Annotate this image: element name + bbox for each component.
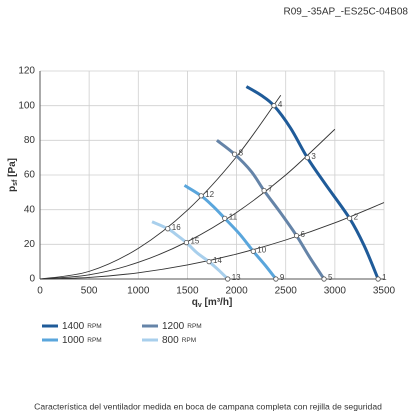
legend-label: 1200 RPM	[162, 321, 202, 332]
operating-point	[232, 151, 238, 157]
legend-unit: RPM	[87, 323, 101, 330]
y-tick-label: 100	[18, 100, 35, 111]
x-tick-label: 1500	[176, 286, 199, 297]
operating-point	[206, 259, 212, 265]
point-label: 6	[301, 230, 306, 239]
point-label: 4	[278, 100, 283, 109]
operating-point	[183, 240, 190, 246]
operating-point	[261, 188, 267, 194]
operating-point	[273, 276, 279, 282]
x-tick-label: 1000	[127, 286, 150, 297]
x-tick-label: 2500	[275, 286, 298, 297]
legend-name: 1400	[62, 321, 85, 332]
caption: Característica del ventilador medida en …	[34, 401, 382, 411]
point-label: 12	[205, 190, 214, 199]
point-label: 3	[311, 152, 316, 161]
legend-label: 1000 RPM	[62, 335, 102, 346]
x-tick-label: 3000	[324, 286, 347, 297]
point-label: 13	[232, 273, 241, 282]
y-tick-label: 0	[29, 274, 35, 285]
operating-point	[304, 155, 310, 161]
operating-point	[165, 226, 171, 232]
y-subscript: sf	[12, 179, 19, 186]
y-unit: [Pa]	[7, 158, 18, 177]
operating-point	[271, 103, 277, 109]
point-label: 5	[328, 273, 333, 282]
operating-point	[222, 215, 228, 221]
point-label: 14	[213, 256, 222, 265]
y-tick-label: 60	[24, 170, 36, 181]
y-tick-label: 120	[18, 66, 35, 77]
point-label: 15	[190, 237, 199, 246]
legend-name: 1000	[62, 335, 85, 346]
x-subscript: v	[198, 302, 202, 309]
operating-point	[225, 276, 231, 282]
operating-point	[293, 233, 300, 239]
legend-label: 1400 RPM	[62, 321, 102, 332]
legend-unit: RPM	[182, 337, 196, 344]
y-symbol: p	[7, 186, 18, 192]
system-curve	[39, 95, 282, 280]
legend-label: 800 RPM	[162, 335, 196, 346]
point-label: 8	[239, 148, 244, 157]
operating-point	[198, 193, 204, 199]
x-tick-label: 3500	[373, 286, 396, 297]
x-tick-label: 0	[37, 286, 43, 297]
point-label: 7	[268, 185, 273, 194]
point-label: 10	[257, 245, 266, 254]
x-tick-label: 2000	[225, 286, 248, 297]
x-symbol: q	[192, 297, 198, 308]
y-tick-label: 80	[24, 135, 36, 146]
point-label: 9	[280, 273, 285, 282]
operating-point	[250, 248, 256, 254]
point-label: 2	[354, 212, 359, 221]
legend-unit: RPM	[87, 337, 101, 344]
legend-name: 800	[162, 335, 179, 346]
system-curve	[39, 202, 385, 280]
x-unit: [m³/h]	[205, 297, 233, 308]
x-tick-label: 500	[81, 286, 98, 297]
legend-name: 1200	[162, 321, 185, 332]
x-axis-label: qv [m³/h]	[192, 297, 233, 309]
y-tick-label: 20	[24, 239, 36, 250]
operating-point	[346, 215, 353, 221]
point-label: 16	[172, 223, 181, 232]
y-axis-label: psf [Pa]	[7, 158, 19, 192]
y-tick-label: 40	[24, 204, 36, 215]
operating-point	[375, 276, 381, 282]
legend-unit: RPM	[187, 323, 201, 330]
point-label: 1	[382, 273, 387, 282]
model-code: R09_-35AP_-ES25C-04B08	[283, 7, 408, 18]
point-label: 11	[229, 212, 238, 221]
operating-point	[321, 276, 327, 282]
